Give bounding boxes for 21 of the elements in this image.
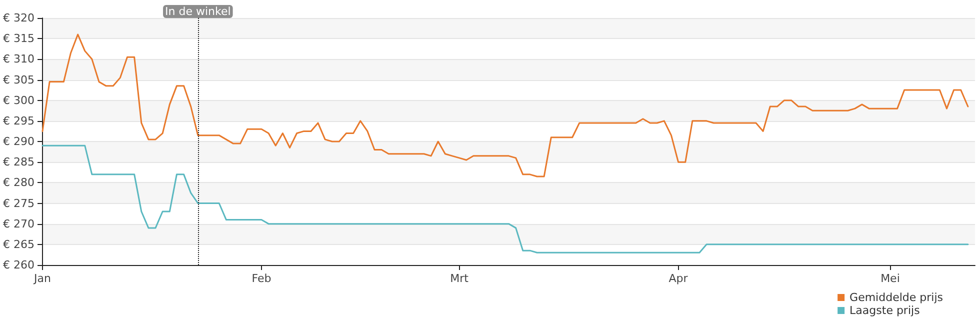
x-tick-label: Feb <box>252 272 272 285</box>
y-tick-label: € 280 <box>2 176 34 190</box>
legend-label: Laagste prijs <box>850 304 920 317</box>
y-tick-label: € 285 <box>2 156 34 169</box>
y-tick-label: € 265 <box>2 238 34 251</box>
x-tick-label: Mrt <box>450 272 470 285</box>
y-tick-label: € 260 <box>2 258 34 272</box>
x-tick-label: Jan <box>33 272 51 285</box>
y-tick-label: € 275 <box>2 196 34 210</box>
y-tick-label: € 270 <box>2 217 34 230</box>
y-tick-label: € 295 <box>2 114 34 128</box>
y-tick-label: € 300 <box>2 94 34 107</box>
y-tick-label: € 315 <box>2 32 34 46</box>
y-tick-label: € 310 <box>2 52 34 66</box>
legend-label: Gemiddelde prijs <box>850 291 944 304</box>
x-tick-label: Apr <box>668 272 688 285</box>
y-tick-label: € 290 <box>2 135 34 148</box>
ref-line-label: In de winkel <box>165 5 231 18</box>
x-tick-label: Mei <box>880 272 900 285</box>
y-tick-label: € 320 <box>2 12 34 24</box>
y-tick-label: € 305 <box>2 73 34 86</box>
